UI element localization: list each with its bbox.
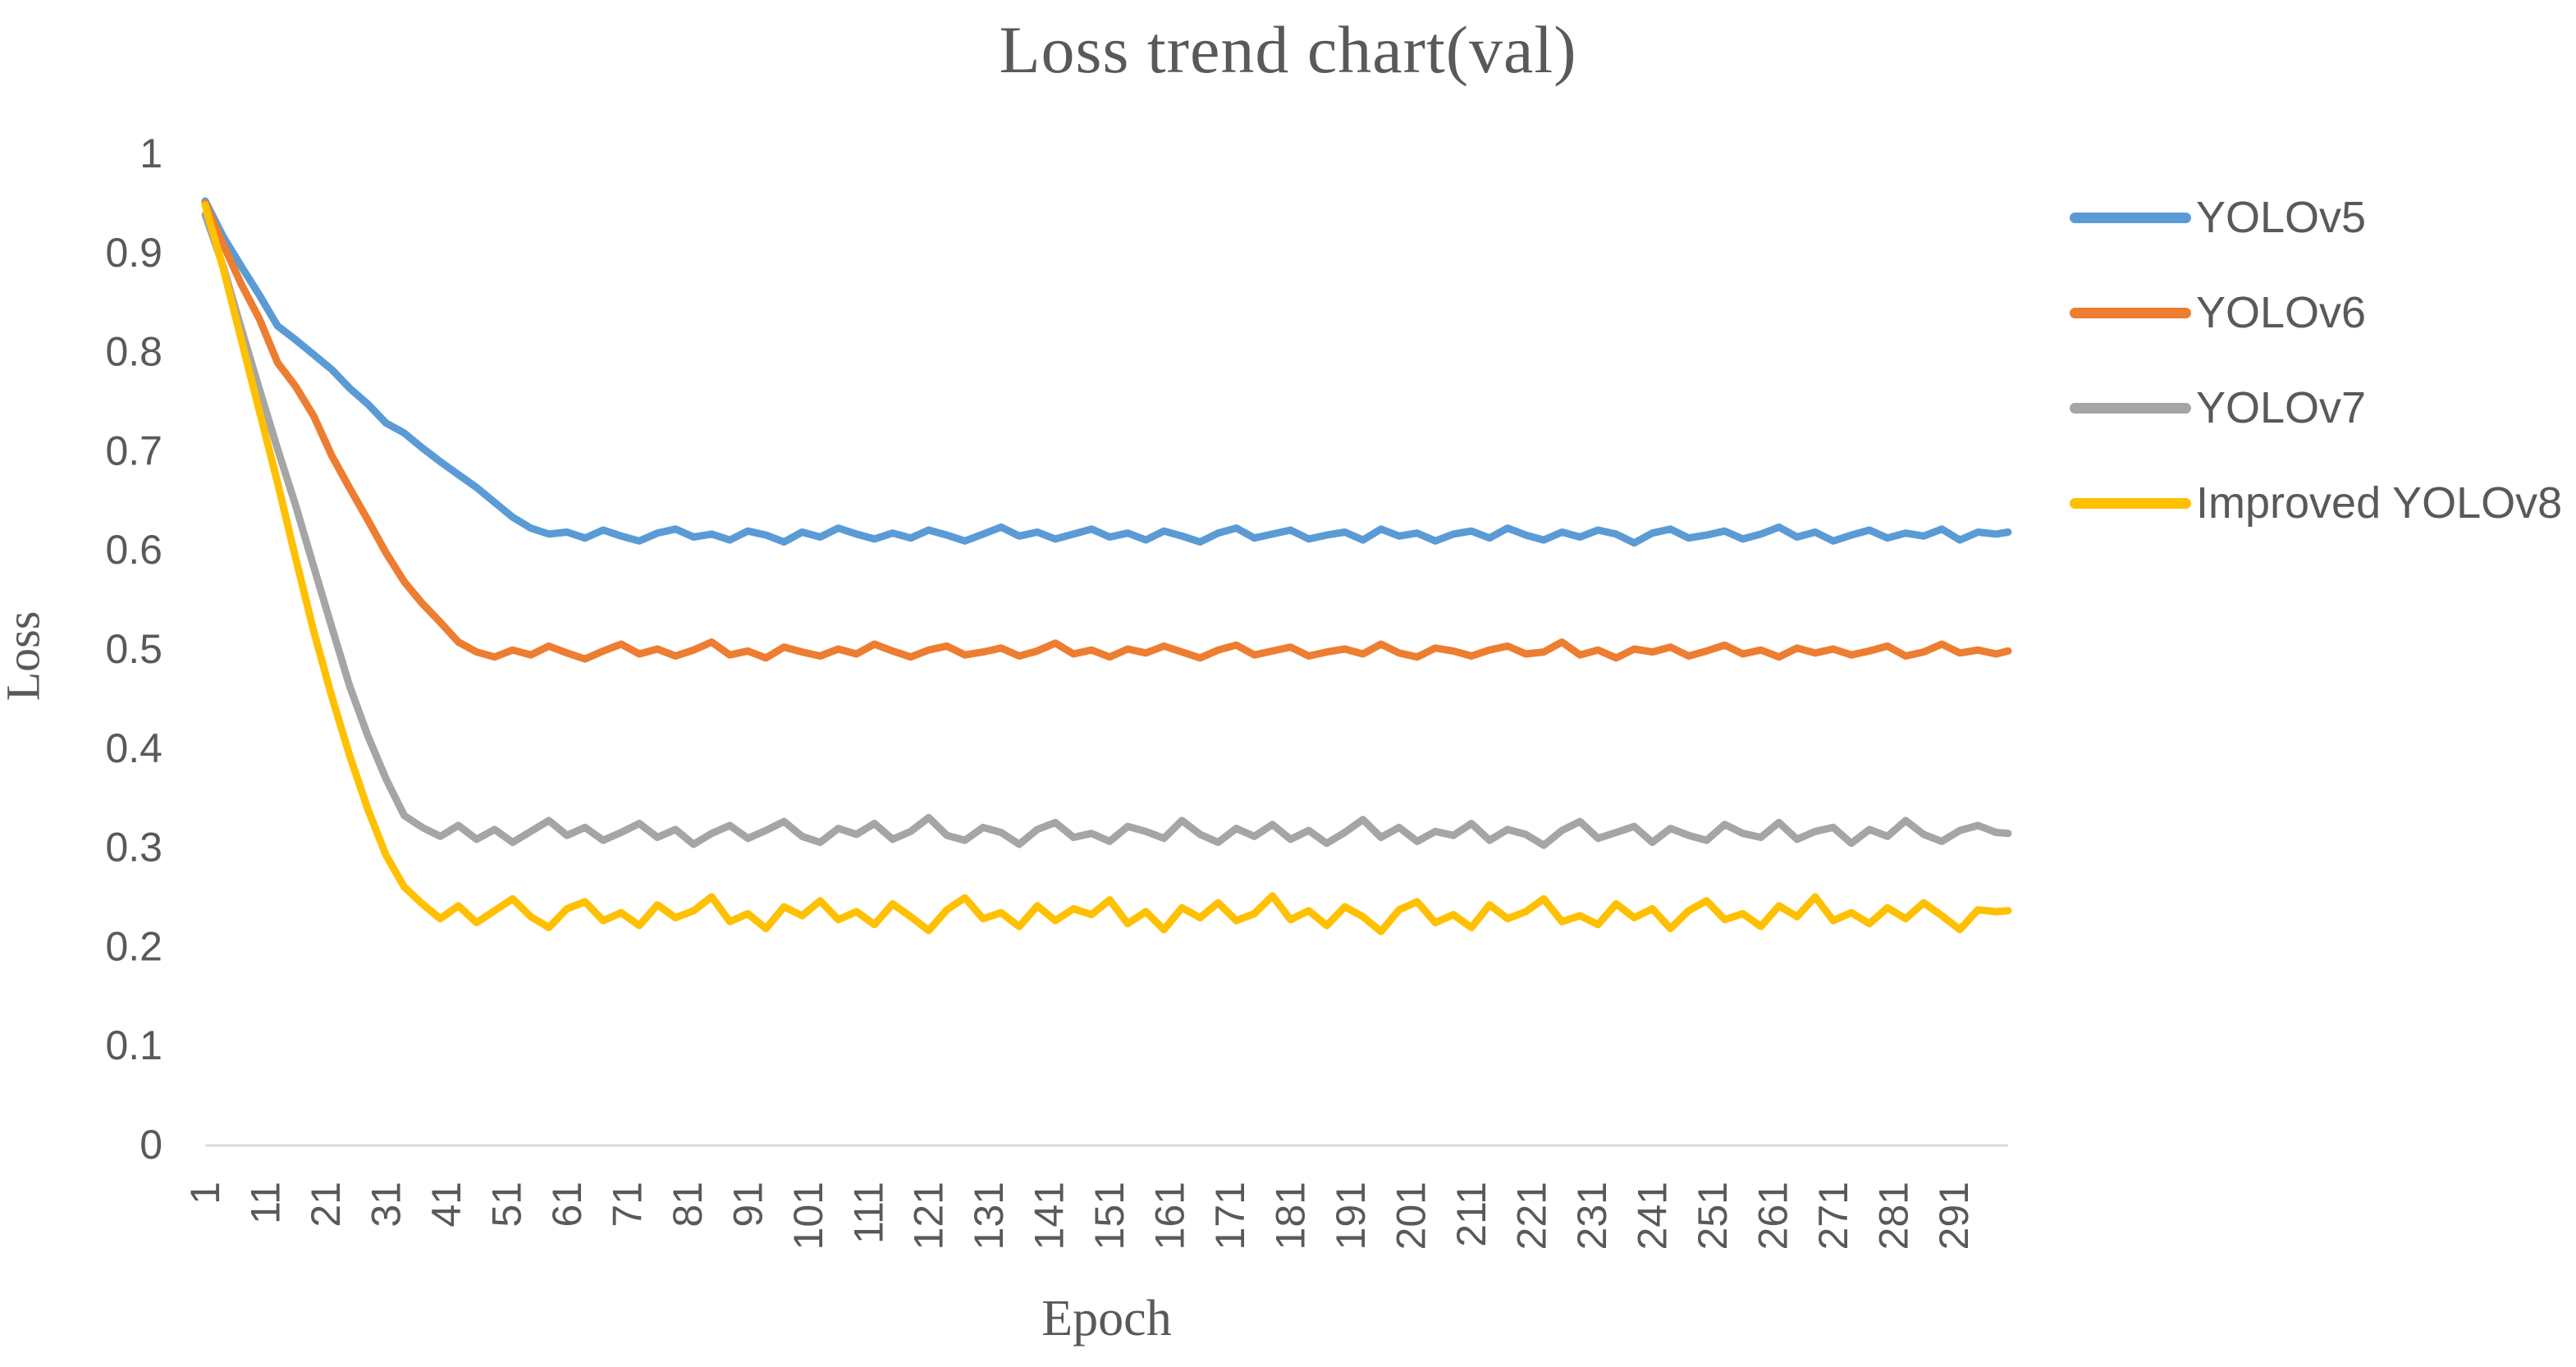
x-tick-label: 121: [906, 1182, 952, 1250]
y-tick-label: 0.3: [105, 825, 162, 871]
legend-label-improved-yolov8: Improved YOLOv8: [2196, 478, 2563, 528]
series-line-yolov5: [201, 197, 2012, 547]
y-tick-label: 0.5: [105, 626, 162, 672]
x-tick-label: 171: [1207, 1182, 1253, 1250]
y-tick-label: 0.6: [105, 527, 162, 573]
x-tick-label: 1: [182, 1182, 228, 1205]
legend-swatch-improved-yolov8: [2070, 497, 2191, 509]
legend-item-yolov6: YOLOv6: [2070, 286, 2366, 339]
series-line-yolov6: [201, 199, 2012, 663]
x-axis-title: Epoch: [1041, 1291, 1172, 1346]
x-tick-label: 281: [1870, 1182, 1916, 1250]
x-tick-label: 101: [785, 1182, 831, 1250]
y-tick-label: 0.1: [105, 1022, 162, 1068]
x-tick-label: 211: [1448, 1182, 1494, 1247]
x-tick-label: 251: [1690, 1182, 1736, 1250]
x-tick-label: 291: [1931, 1182, 1977, 1250]
y-tick-label: 0.7: [105, 427, 162, 473]
y-tick-label: 1: [140, 130, 162, 176]
x-tick-label: 71: [604, 1182, 650, 1228]
legend-swatch-yolov5: [2070, 212, 2191, 223]
y-tick-label: 0: [140, 1122, 162, 1168]
x-tick-label: 231: [1569, 1182, 1615, 1250]
x-tick-label: 41: [423, 1182, 469, 1228]
x-tick-label: 21: [303, 1182, 349, 1228]
x-tick-label: 151: [1087, 1182, 1132, 1250]
legend-swatch-yolov6: [2070, 307, 2191, 318]
legend-label-yolov7: YOLOv7: [2196, 383, 2367, 432]
x-tick-label: 91: [725, 1182, 771, 1228]
chart-title: Loss trend chart(val): [999, 12, 1577, 87]
series-line-yolov7: [201, 211, 2012, 849]
legend-item-improved-yolov8: Improved YOLOv8: [2070, 477, 2562, 529]
x-tick-label: 261: [1750, 1182, 1796, 1250]
legend-label-yolov5: YOLOv5: [2196, 193, 2367, 242]
y-tick-label: 0.2: [105, 923, 162, 969]
x-tick-label: 131: [966, 1182, 1012, 1250]
legend-swatch-yolov7: [2070, 402, 2191, 414]
legend-item-yolov7: YOLOv7: [2070, 382, 2366, 434]
x-tick-label: 191: [1328, 1182, 1374, 1250]
legend: YOLOv5 YOLOv6 YOLOv7 Improved YOLOv8: [2070, 0, 2576, 1367]
x-tick-label: 241: [1629, 1182, 1675, 1250]
x-tick-label: 271: [1810, 1182, 1856, 1250]
y-tick-label: 0.4: [105, 725, 162, 771]
x-tick-label: 51: [483, 1182, 529, 1228]
x-tick-label: 201: [1389, 1182, 1434, 1250]
x-tick-label: 221: [1509, 1182, 1555, 1250]
legend-label-yolov6: YOLOv6: [2196, 288, 2367, 337]
x-tick-label: 141: [1027, 1182, 1073, 1250]
x-tick-label: 11: [242, 1182, 288, 1224]
x-tick-label: 181: [1268, 1182, 1314, 1250]
x-tick-label: 81: [665, 1182, 711, 1228]
x-tick-label: 161: [1147, 1182, 1193, 1250]
y-tick-label: 0.8: [105, 329, 162, 375]
y-tick-label: 0.9: [105, 230, 162, 276]
x-tick-label: 61: [544, 1182, 590, 1228]
legend-item-yolov5: YOLOv5: [2070, 191, 2366, 244]
series-line-improved-yolov8: [201, 201, 2012, 935]
x-tick-label: 31: [363, 1182, 409, 1228]
x-tick-label: 111: [845, 1182, 891, 1244]
